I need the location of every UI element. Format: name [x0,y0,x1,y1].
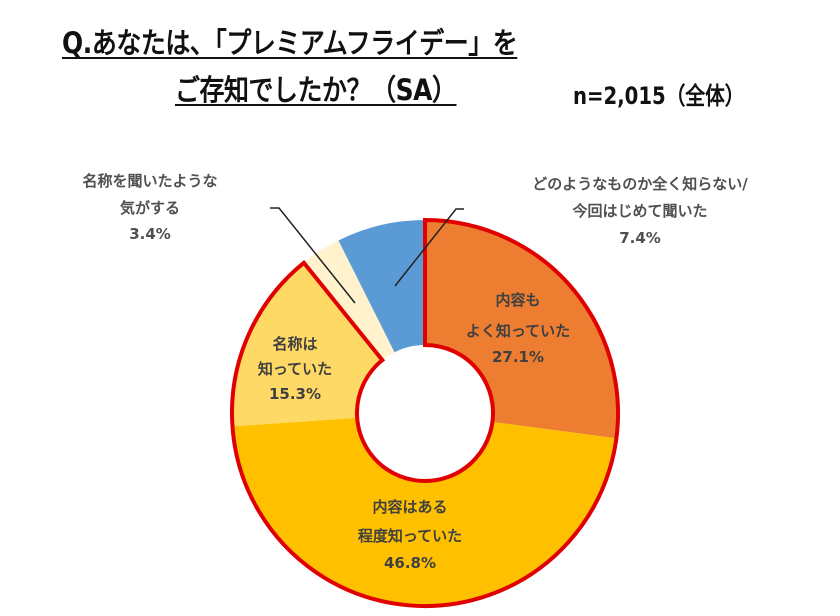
leader-line-unknown [394,208,464,287]
label-heard-name-value: 3.4% [129,225,171,243]
slice-known-somewhat [232,417,617,606]
slice-known-well [425,220,618,439]
label-name-known-line2: 知っていた [258,360,332,378]
donut-slices [232,220,618,606]
label-known-somewhat-line2: 程度知っていた [358,527,462,545]
sample-size: n=2,015（全体） [573,82,745,110]
label-known-somewhat-line1: 内容はある [372,498,447,516]
label-name-known: 名称は 知っていた 15.3% [258,335,332,403]
label-unknown: どのようなものか全く知らない/ 今回はじめて聞いた 7.4% [532,175,748,247]
chart-title-line-1: Q.あなたは、「プレミアムフライデー」を [62,26,518,60]
label-known-well-line2: よく知っていた [466,322,570,340]
label-known-well: 内容も よく知っていた 27.1% [466,291,570,366]
label-unknown-line2: 今回はじめて聞いた [571,202,707,220]
slice-heard-name [303,240,395,361]
label-unknown-line1: どのようなものか全く知らない/ [532,175,748,193]
label-heard-name-line2: 気がする [120,199,180,217]
label-unknown-value: 7.4% [619,229,661,247]
slice-name-known [232,262,383,427]
label-known-somewhat: 内容はある 程度知っていた 46.8% [358,498,462,572]
chart-title-line-2: ご存知でしたか？（SA） [175,73,457,107]
label-heard-name-line1: 名称を聞いたような [82,172,217,190]
label-name-known-line1: 名称は [272,335,317,353]
highlight-outline [230,217,620,608]
label-known-well-line1: 内容も [495,291,540,309]
slice-unknown [338,220,425,353]
label-known-somewhat-value: 46.8% [384,554,436,572]
label-known-well-value: 27.1% [492,348,544,366]
label-heard-name: 名称を聞いたような 気がする 3.4% [82,172,217,243]
label-name-known-value: 15.3% [269,385,321,403]
leader-line-heard-name [270,207,356,304]
